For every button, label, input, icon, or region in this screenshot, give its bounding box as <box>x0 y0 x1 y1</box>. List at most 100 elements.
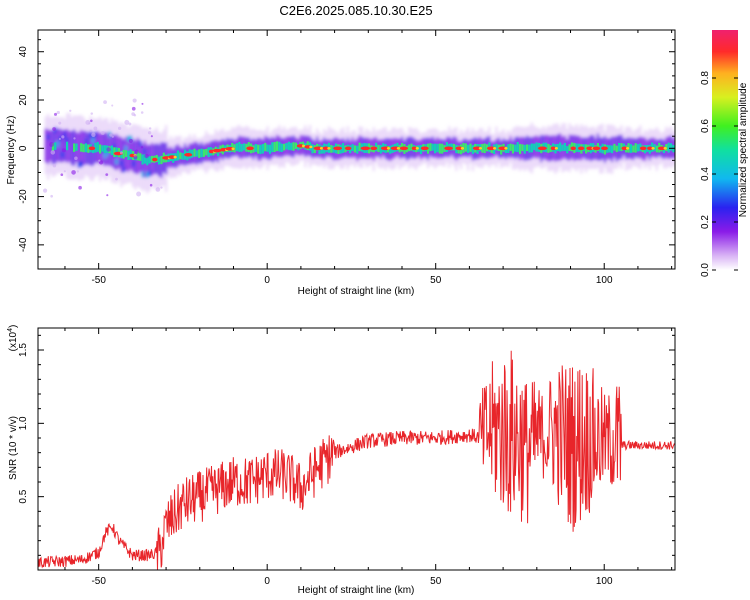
heat-cell <box>599 145 602 153</box>
heat-cell <box>434 143 437 154</box>
y-tick-label: 40 <box>18 46 29 58</box>
heat-cell <box>132 160 135 167</box>
heat-cell <box>115 158 119 165</box>
heat-peak <box>537 146 547 151</box>
heat-cell <box>353 145 357 153</box>
heat-cell <box>533 143 536 151</box>
y-tick-label: 1.5 <box>18 343 29 357</box>
heat-cell <box>669 143 673 151</box>
heat-peak <box>344 146 352 151</box>
heat-cell <box>523 144 526 154</box>
heat-peak <box>231 147 235 151</box>
x-tick-label: -50 <box>91 275 106 286</box>
snr-exponent-close: ) <box>8 325 19 328</box>
heat-cell <box>292 142 295 151</box>
heat-cell <box>620 143 623 152</box>
colorbar-tick-label: 0.8 <box>700 71 711 85</box>
heat-cell <box>575 143 578 152</box>
heat-peak <box>493 146 497 150</box>
heat-speck <box>141 102 144 105</box>
heat-cell <box>408 144 411 152</box>
heat-speck <box>105 173 109 177</box>
heat-cell <box>80 161 83 168</box>
heat-cell <box>77 132 80 164</box>
x-tick-label: 100 <box>596 275 613 286</box>
heat-cell <box>268 144 272 154</box>
heat-cell <box>63 129 66 162</box>
heat-peak <box>396 146 401 150</box>
heat-cell <box>438 143 441 154</box>
heat-cell <box>141 171 144 178</box>
heat-cell <box>122 149 125 159</box>
spectrogram-y-ticks: -40 -20 0 20 40 <box>18 39 675 258</box>
heat-speck <box>106 147 111 152</box>
x-tick-label: 50 <box>430 576 442 587</box>
heat-cell <box>285 143 288 150</box>
heat-cell <box>278 141 281 152</box>
heat-cell <box>563 142 566 152</box>
heat-speck <box>128 138 133 143</box>
heat-cell <box>429 143 432 152</box>
heat-peak <box>309 145 313 149</box>
heat-cell <box>157 156 161 165</box>
heat-speck <box>73 137 76 140</box>
heat-cell <box>419 144 423 155</box>
heat-speck <box>144 153 149 159</box>
heat-speck <box>111 104 114 107</box>
heat-cell <box>207 147 210 158</box>
heat-cell <box>287 141 290 151</box>
x-tick-label: -50 <box>91 576 106 587</box>
heat-cell <box>146 156 149 166</box>
heat-cell <box>568 144 571 152</box>
heat-cell <box>113 143 116 150</box>
colorbar: 0.0 0.2 0.4 0.6 0.8 Normalized spectral ampl… <box>700 30 749 277</box>
heat-cell <box>136 151 139 161</box>
colorbar-tick-label: 0.0 <box>700 263 711 277</box>
heat-cell <box>124 150 128 158</box>
spectrogram-x-ticks: -50 0 50 100 <box>64 30 673 286</box>
snr-frame <box>37 327 676 571</box>
heat-peak <box>570 146 576 151</box>
y-tick-label: -40 <box>18 237 29 252</box>
y-tick-label: 20 <box>18 94 29 106</box>
heat-cell <box>127 135 130 142</box>
heat-cell <box>61 151 64 158</box>
heat-cell <box>122 166 126 173</box>
heat-speck <box>150 135 153 138</box>
heat-cell <box>195 150 198 157</box>
chart-title: C2E6.2025.085.10.30.E25 <box>279 3 432 18</box>
heat-cell <box>585 144 588 154</box>
heat-cell <box>68 130 71 162</box>
heat-cell <box>294 142 298 149</box>
heat-speck <box>91 132 96 137</box>
heat-peak <box>370 146 378 151</box>
heat-cell <box>566 146 569 154</box>
heat-speck <box>149 183 153 187</box>
heat-cell <box>191 149 194 158</box>
heat-cell <box>205 148 208 156</box>
heat-cell <box>636 144 640 152</box>
heat-speck <box>148 127 152 130</box>
heat-cell <box>667 142 670 153</box>
heat-speck <box>58 121 62 125</box>
spectrogram-frame <box>37 29 676 270</box>
x-tick-label: 100 <box>596 576 613 587</box>
heat-cell <box>82 144 85 153</box>
spectrogram-x-label: Height of straight line (km) <box>298 286 415 297</box>
heat-peak <box>296 144 305 148</box>
heat-cell <box>198 149 201 158</box>
heat-cell <box>280 143 283 152</box>
heat-cell <box>235 143 239 152</box>
heat-cell <box>471 145 474 154</box>
heat-speck <box>63 170 66 173</box>
heat-speck <box>100 131 105 135</box>
heat-cell <box>264 142 267 152</box>
heat-cell <box>507 144 510 153</box>
heat-peak <box>639 146 647 151</box>
heat-speck <box>131 112 135 116</box>
heat-cell <box>101 145 104 152</box>
heat-cell <box>259 144 262 155</box>
spectrogram-heatmap <box>43 98 675 198</box>
heat-peak <box>386 146 391 150</box>
heat-cell <box>509 143 512 151</box>
